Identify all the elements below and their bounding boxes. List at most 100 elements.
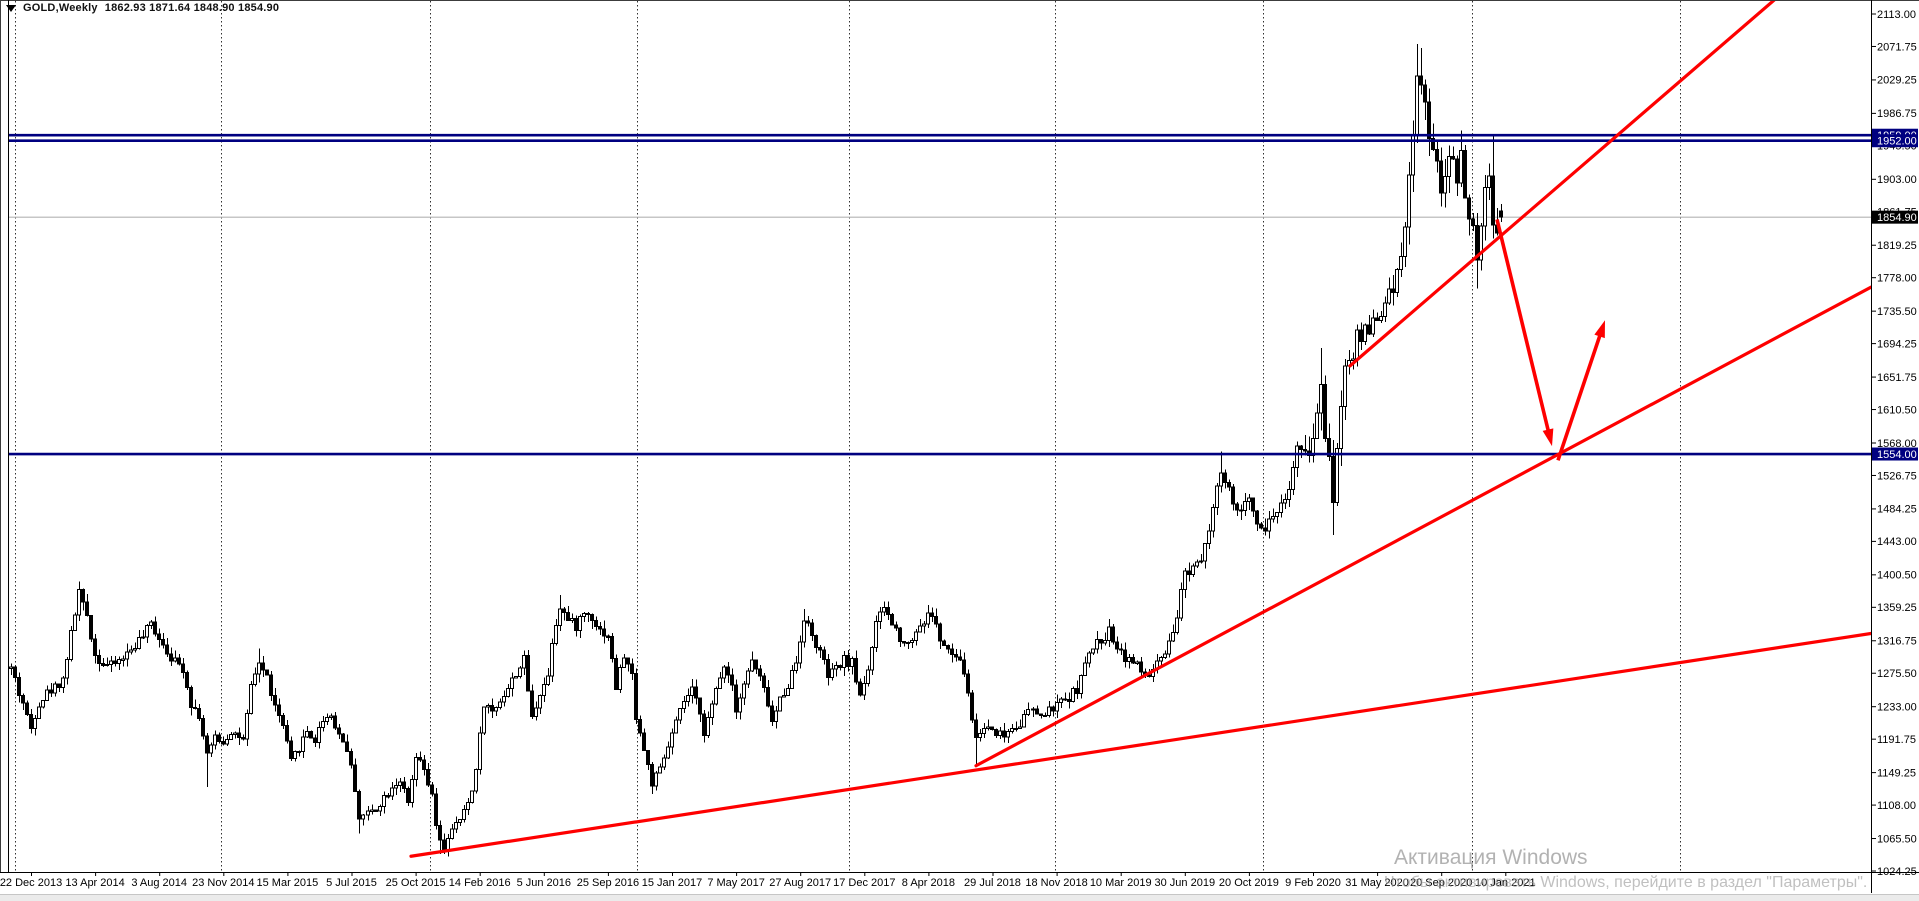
- candle-body: [1247, 497, 1251, 503]
- candle-body: [253, 673, 257, 686]
- candle-body: [1014, 727, 1018, 731]
- candle-body: [462, 809, 466, 820]
- date-tick-label: 5 Jun 2016: [517, 877, 571, 889]
- price-label-box-text: 1952.00: [1877, 136, 1917, 148]
- candle-body: [85, 601, 89, 616]
- candle-body: [674, 719, 678, 734]
- candle-body: [506, 688, 510, 697]
- candle-body: [774, 710, 778, 723]
- price-tick-label: 1359.25: [1877, 602, 1917, 614]
- candle-body: [738, 697, 742, 713]
- candle-body: [37, 706, 41, 720]
- date-tick-label: 29 Jul 2018: [964, 877, 1021, 889]
- candle-body: [1283, 498, 1287, 504]
- candle-body: [762, 675, 766, 689]
- candle-body: [966, 673, 970, 694]
- candle-body: [874, 620, 878, 648]
- candle-body: [614, 657, 618, 690]
- candle-body: [702, 713, 706, 736]
- candle-body: [526, 654, 530, 692]
- candle-body: [1355, 329, 1359, 360]
- candle-body: [870, 646, 874, 671]
- date-tick-label: 20 Oct 2019: [1219, 877, 1279, 889]
- candle-body: [830, 668, 834, 679]
- candle-body: [890, 613, 894, 626]
- candle-body: [682, 700, 686, 709]
- trendline-steep-uptrend[interactable]: [1348, 0, 1779, 368]
- candle-body: [662, 757, 666, 768]
- trendlines-layer[interactable]: [409, 0, 1871, 858]
- candle-body: [986, 726, 990, 730]
- candle-body: [1006, 731, 1010, 738]
- candle-body: [818, 647, 822, 651]
- candle-body: [1031, 708, 1035, 711]
- candle-body: [402, 781, 406, 790]
- candle-body: [1039, 713, 1043, 717]
- candle-body: [297, 750, 301, 753]
- candle-body: [97, 655, 101, 665]
- candle-body: [1103, 640, 1107, 644]
- candle-body: [618, 667, 622, 690]
- candle-body: [638, 719, 642, 734]
- candle-body: [694, 686, 698, 699]
- price-label-box-text: 1854.90: [1877, 212, 1917, 224]
- candle-body: [117, 658, 121, 665]
- candle-body: [301, 736, 305, 752]
- trendline-long-uptrend[interactable]: [409, 631, 1871, 858]
- candle-body: [181, 663, 185, 674]
- candle-body: [1379, 315, 1383, 321]
- candle-body: [726, 666, 730, 676]
- candle-body: [942, 640, 946, 646]
- candle-body: [946, 644, 950, 650]
- candle-body: [361, 814, 365, 820]
- date-tick-label: 17 Dec 2017: [833, 877, 895, 889]
- candle-body: [1335, 447, 1339, 503]
- candle-body: [29, 714, 33, 730]
- date-axis[interactable]: 22 Dec 2013 13 Apr 2014 3 Aug 2014 23 Nov 2…: [0, 872, 1536, 889]
- arrow-shaft-projected-bounce[interactable]: [1556, 331, 1603, 461]
- candle-body: [1191, 565, 1195, 576]
- candle-body: [69, 630, 73, 661]
- candle-body: [21, 695, 25, 704]
- candle-body: [313, 737, 317, 743]
- candle-body: [950, 648, 954, 656]
- candle-body: [1071, 687, 1075, 702]
- date-tick-label: 31 May 2020: [1345, 877, 1409, 889]
- grid-layer: [15, 1, 1681, 872]
- candle-body: [57, 683, 61, 689]
- candle-body: [558, 608, 562, 627]
- candle-body: [582, 612, 586, 618]
- candle-body: [1215, 485, 1219, 508]
- price-tick-label: 1443.00: [1877, 536, 1917, 548]
- price-tick-label: 2113.00: [1877, 9, 1916, 21]
- candle-body: [281, 715, 285, 726]
- price-tick-label: 1694.25: [1877, 338, 1917, 350]
- price-tick-label: 1778.00: [1877, 272, 1917, 284]
- candle-body: [478, 732, 482, 770]
- candle-body: [1051, 706, 1055, 712]
- candle-body: [562, 608, 566, 613]
- candle-body: [1391, 288, 1395, 293]
- candle-body: [49, 689, 53, 694]
- candle-body: [189, 686, 193, 708]
- candle-body: [578, 616, 582, 631]
- price-axis[interactable]: 2113.002071.752029.251986.751945.501903.…: [1871, 9, 1918, 878]
- candle-body: [970, 692, 974, 721]
- candle-body: [878, 611, 882, 622]
- candle-body: [1383, 302, 1387, 317]
- candle-body: [974, 719, 978, 739]
- trendline-mid-uptrend[interactable]: [974, 285, 1871, 768]
- candle-body: [710, 703, 714, 719]
- candle-body: [1271, 516, 1275, 520]
- candle-body: [642, 732, 646, 751]
- candle-body: [954, 654, 958, 658]
- candle-body: [341, 733, 345, 743]
- candle-body: [458, 818, 462, 824]
- arrow-shaft-projected-drop[interactable]: [1495, 219, 1551, 434]
- date-tick-label: 15 Mar 2015: [257, 877, 319, 889]
- candle-body: [1407, 174, 1411, 228]
- candle-body: [1135, 661, 1139, 664]
- candle-body: [1067, 699, 1071, 702]
